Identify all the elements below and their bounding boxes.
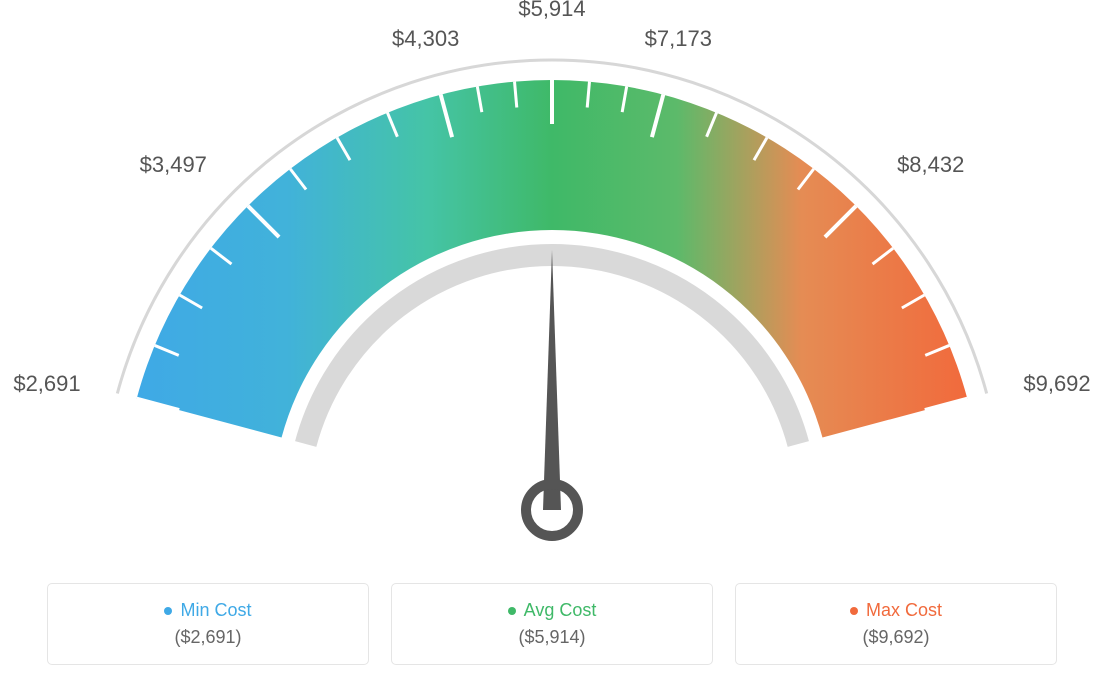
tick-label: $9,692: [1023, 371, 1090, 397]
legend-title-row: Avg Cost: [508, 600, 597, 621]
legend-dot-icon: [508, 607, 516, 615]
legend-value: ($9,692): [862, 627, 929, 648]
legend-title-row: Max Cost: [850, 600, 942, 621]
legend-card: Max Cost ($9,692): [735, 583, 1057, 665]
tick-label: $4,303: [392, 26, 459, 52]
legend-value: ($5,914): [518, 627, 585, 648]
legend-title: Avg Cost: [524, 600, 597, 621]
legend-row: Min Cost ($2,691) Avg Cost ($5,914) Max Cost…: [0, 583, 1104, 665]
tick-label: $3,497: [140, 152, 207, 178]
legend-title: Min Cost: [180, 600, 251, 621]
legend-card: Avg Cost ($5,914): [391, 583, 713, 665]
gauge-svg: [0, 0, 1104, 560]
legend-dot-icon: [850, 607, 858, 615]
tick-label: $5,914: [518, 0, 585, 22]
chart-container: $2,691 $3,497 $4,303 $5,914 $7,173 $8,432 $9,6…: [0, 0, 1104, 690]
legend-title: Max Cost: [866, 600, 942, 621]
tick-label: $7,173: [645, 26, 712, 52]
legend-card: Min Cost ($2,691): [47, 583, 369, 665]
tick-label: $8,432: [897, 152, 964, 178]
tick-label: $2,691: [13, 371, 80, 397]
legend-title-row: Min Cost: [164, 600, 251, 621]
legend-value: ($2,691): [174, 627, 241, 648]
legend-dot-icon: [164, 607, 172, 615]
gauge: $2,691 $3,497 $4,303 $5,914 $7,173 $8,432 $9,6…: [0, 0, 1104, 560]
